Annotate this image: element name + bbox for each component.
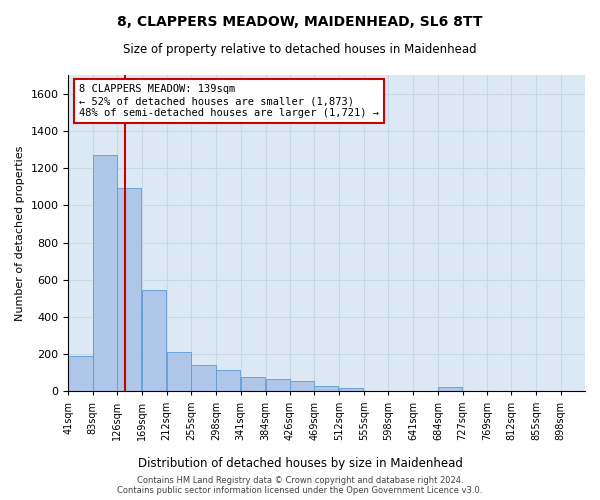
Bar xyxy=(290,381,314,392)
Bar xyxy=(364,390,388,392)
Bar xyxy=(167,352,191,392)
Bar xyxy=(266,380,290,392)
Bar xyxy=(216,370,240,392)
Text: 8, CLAPPERS MEADOW, MAIDENHEAD, SL6 8TT: 8, CLAPPERS MEADOW, MAIDENHEAD, SL6 8TT xyxy=(117,15,483,29)
Bar xyxy=(68,356,92,392)
Bar xyxy=(339,388,363,392)
Text: Distribution of detached houses by size in Maidenhead: Distribution of detached houses by size … xyxy=(137,458,463,470)
Bar xyxy=(191,366,215,392)
Bar xyxy=(92,155,116,392)
Text: Size of property relative to detached houses in Maidenhead: Size of property relative to detached ho… xyxy=(123,42,477,56)
Text: Contains HM Land Registry data © Crown copyright and database right 2024.
Contai: Contains HM Land Registry data © Crown c… xyxy=(118,476,482,495)
Bar xyxy=(438,388,462,392)
Bar xyxy=(241,376,265,392)
Bar xyxy=(117,188,142,392)
Bar xyxy=(314,386,338,392)
Text: 8 CLAPPERS MEADOW: 139sqm
← 52% of detached houses are smaller (1,873)
48% of se: 8 CLAPPERS MEADOW: 139sqm ← 52% of detac… xyxy=(79,84,379,117)
Y-axis label: Number of detached properties: Number of detached properties xyxy=(15,146,25,321)
Bar xyxy=(142,290,166,392)
